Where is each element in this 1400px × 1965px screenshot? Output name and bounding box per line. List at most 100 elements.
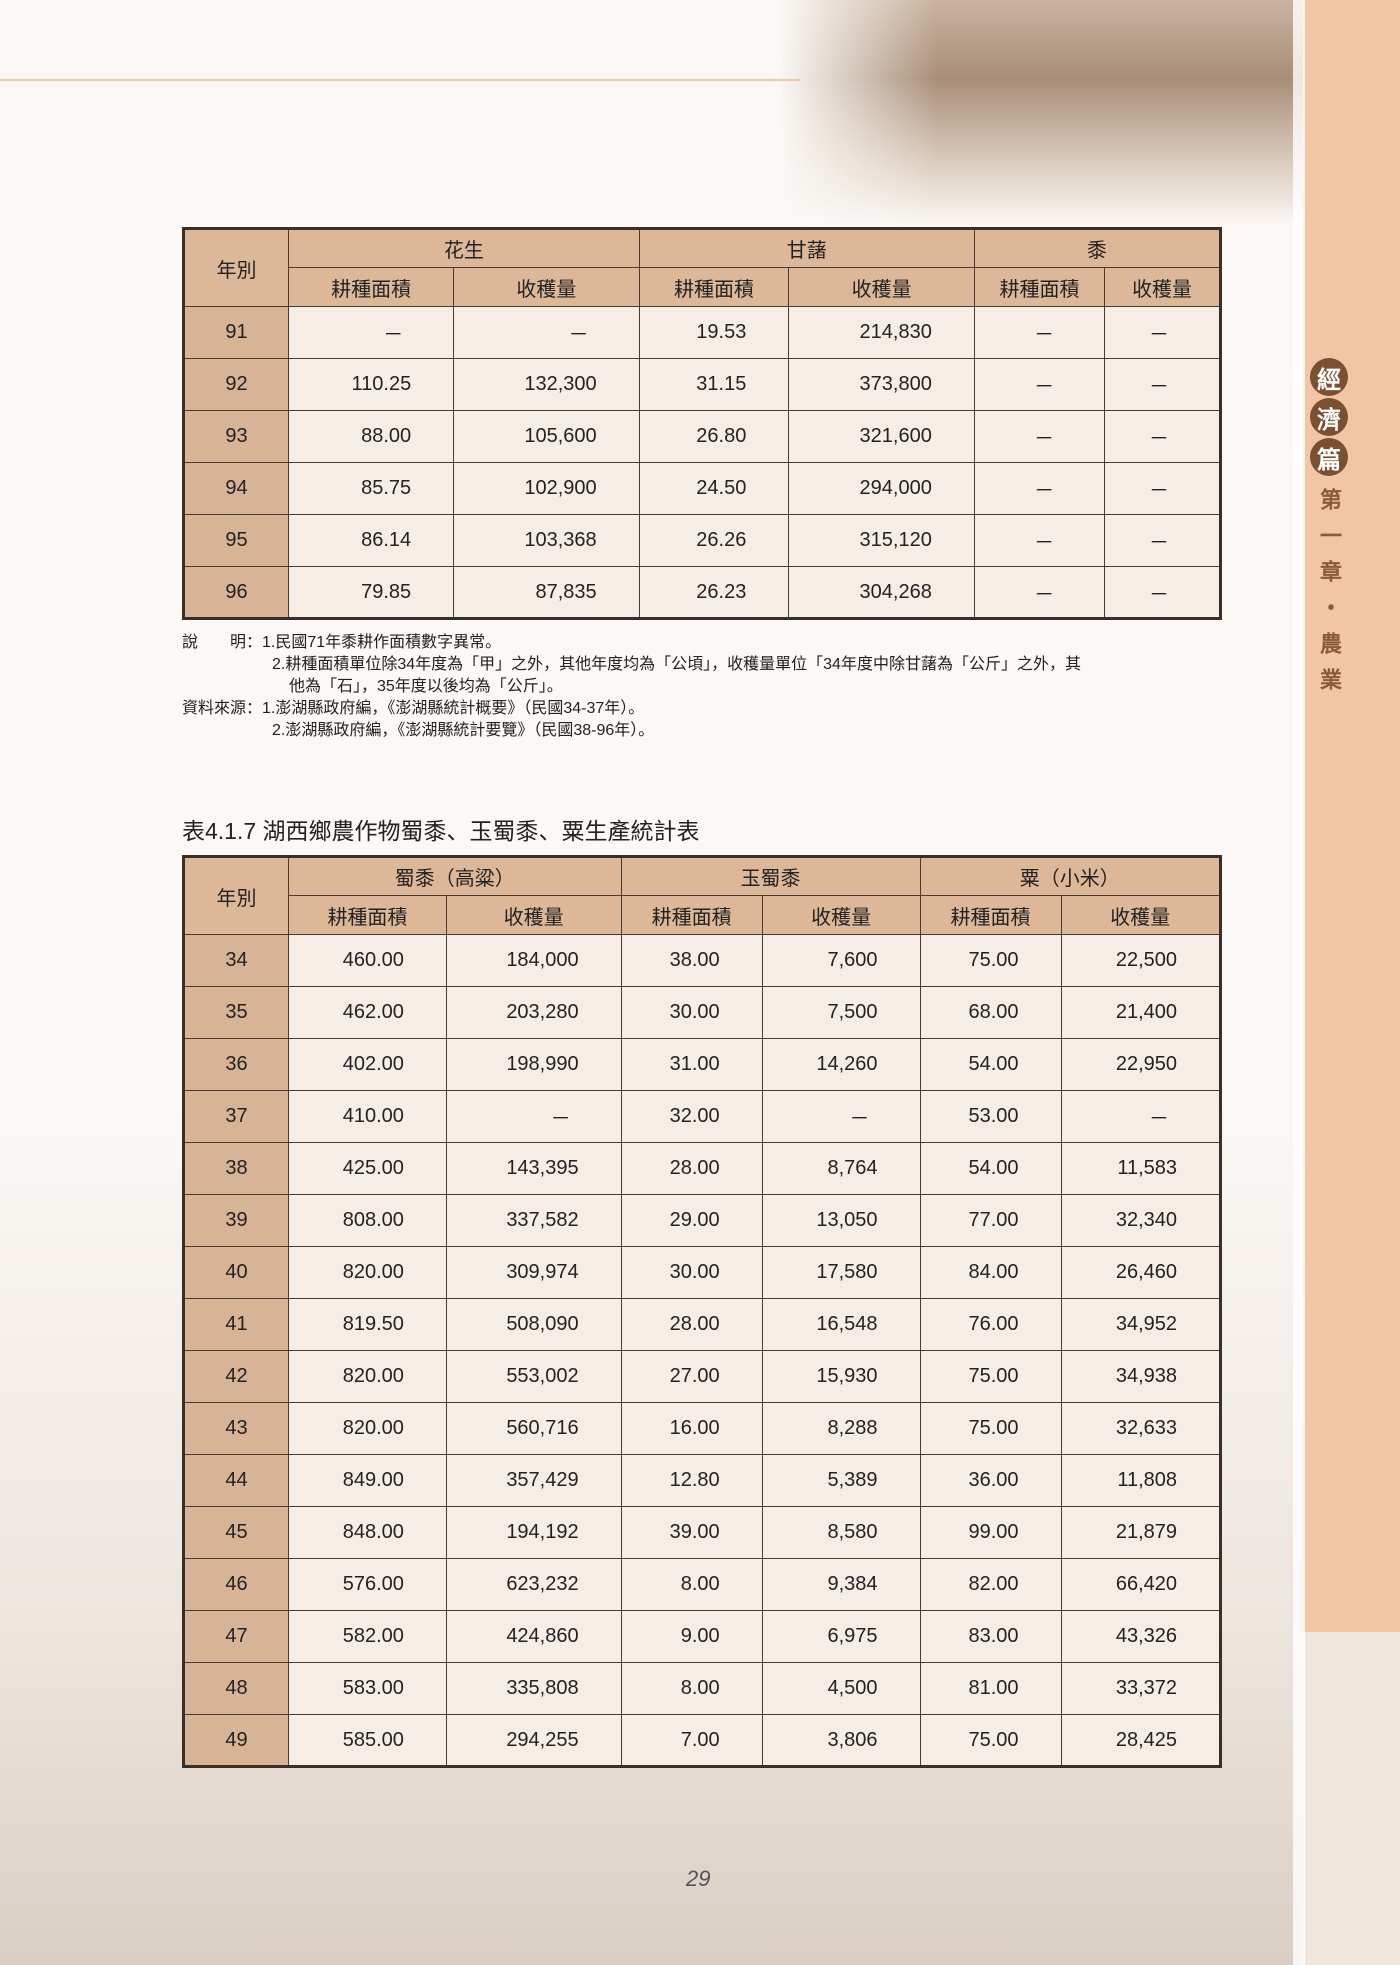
table-row: 39 808.00 337,582 29.00 13,050 77.00 32,340 (183, 1194, 1222, 1247)
year-header: 年別 (183, 856, 289, 935)
value-cell: 337,582 (445, 1194, 622, 1247)
value-cell: 194,192 (445, 1506, 622, 1559)
value-cell: 43,326 (1060, 1610, 1222, 1663)
column-header: 耕種面積 (973, 267, 1106, 307)
chapter-sidebar (1303, 0, 1400, 1965)
value-cell: 8,764 (761, 1142, 921, 1195)
value-cell: 32,340 (1060, 1194, 1222, 1247)
value-cell: 203,280 (445, 986, 622, 1039)
value-cell: － (973, 462, 1106, 515)
value-cell: 68.00 (919, 986, 1062, 1039)
value-cell: 8,580 (761, 1506, 921, 1559)
table-row: 43 820.00 560,716 16.00 8,288 75.00 32,633 (183, 1402, 1222, 1455)
value-cell: 357,429 (445, 1454, 622, 1507)
value-cell: 84.00 (919, 1246, 1062, 1299)
value-cell: 77.00 (919, 1194, 1062, 1247)
value-cell: 132,300 (453, 358, 640, 411)
value-cell: － (973, 410, 1106, 463)
year-cell: 93 (183, 410, 289, 463)
value-cell: 82.00 (919, 1558, 1062, 1611)
value-cell: 30.00 (620, 986, 763, 1039)
value-cell: 553,002 (445, 1350, 622, 1403)
value-cell: 76.00 (919, 1298, 1062, 1351)
table-row: 44 849.00 357,429 12.80 5,389 36.00 11,808 (183, 1454, 1222, 1507)
value-cell: 819.50 (288, 1298, 447, 1351)
subheader-row: 耕種面積 收穫量 耕種面積 收穫量 耕種面積 收穫量 (184, 267, 1221, 307)
year-cell: 43 (183, 1402, 289, 1455)
crop-group-header: 甘藷 (638, 228, 975, 268)
value-cell: 36.00 (919, 1454, 1062, 1507)
crop-group-header: 黍 (973, 228, 1222, 268)
year-cell: 38 (183, 1142, 289, 1195)
value-cell: 26.26 (638, 514, 790, 567)
year-cell: 35 (183, 986, 289, 1039)
value-cell: 6,975 (761, 1610, 921, 1663)
table-row: 96 79.85 87,835 26.23 304,268 －－ (183, 566, 1221, 619)
header-row: 年別 蜀黍（高粱） 玉蜀黍 粟（小米） (183, 856, 1222, 935)
value-cell: 87,835 (453, 566, 640, 619)
source-line: 2.澎湖縣政府編，《澎湖縣統計要覽》（民國38-96年）。 (272, 722, 655, 739)
value-cell: 26.23 (638, 566, 790, 619)
value-cell: 294,255 (445, 1714, 622, 1767)
value-cell: 31.00 (620, 1038, 763, 1091)
table-row: 91 －－ 19.53 214,830 －－ (183, 306, 1221, 359)
value-cell: － (1104, 306, 1221, 359)
column-header: 收穫量 (1104, 267, 1221, 307)
table-row: 47 582.00 424,860 9.00 6,975 83.00 43,326 (183, 1610, 1222, 1663)
value-cell: 26,460 (1060, 1246, 1222, 1299)
value-cell: 83.00 (919, 1610, 1062, 1663)
value-cell: 583.00 (288, 1662, 447, 1715)
value-cell: 9.00 (620, 1610, 763, 1663)
table-row: 37 410.00 － 32.00 － 53.00 － (183, 1090, 1222, 1143)
value-cell: － (1060, 1090, 1222, 1143)
value-cell: 321,600 (788, 410, 975, 463)
value-cell: 848.00 (288, 1506, 447, 1559)
column-header: 耕種面積 (288, 895, 447, 935)
crop-group-header: 蜀黍（高粱） (288, 856, 622, 896)
table-notes: 說 明：1.民國71年黍耕作面積數字異常。 2.耕種面積單位除34年度為「甲」之… (182, 632, 1242, 742)
table-row: 34 460.00 184,000 38.00 7,600 75.00 22,500 (183, 934, 1222, 987)
value-cell: 214,830 (788, 306, 975, 359)
table-row: 36 402.00 198,990 31.00 14,260 54.00 22,950 (183, 1038, 1222, 1091)
value-cell: 198,990 (445, 1038, 622, 1091)
value-cell: 21,879 (1060, 1506, 1222, 1559)
value-cell: 16.00 (620, 1402, 763, 1455)
table-row: 40 820.00 309,974 30.00 17,580 84.00 26,460 (183, 1246, 1222, 1299)
value-cell: 585.00 (288, 1714, 447, 1767)
year-cell: 42 (183, 1350, 289, 1403)
value-cell: 31.15 (638, 358, 790, 411)
year-cell: 49 (183, 1714, 289, 1767)
year-cell: 48 (183, 1662, 289, 1715)
value-cell: 32,633 (1060, 1402, 1222, 1455)
value-cell: 410.00 (288, 1090, 447, 1143)
table-row: 93 88.00 105,600 26.80 321,600 －－ (183, 410, 1221, 463)
value-cell: 32.00 (620, 1090, 763, 1143)
value-cell: 508,090 (445, 1298, 622, 1351)
value-cell: 8.00 (620, 1558, 763, 1611)
table-row: 94 85.75 102,900 24.50 294,000 －－ (183, 462, 1221, 515)
year-cell: 44 (183, 1454, 289, 1507)
value-cell: 38.00 (620, 934, 763, 987)
value-cell: 8.00 (620, 1662, 763, 1715)
value-cell: － (1104, 462, 1221, 515)
value-cell: － (973, 514, 1106, 567)
section-char: 濟 (1310, 398, 1348, 436)
value-cell: 28,425 (1060, 1714, 1222, 1767)
value-cell: 304,268 (788, 566, 975, 619)
value-cell: 27.00 (620, 1350, 763, 1403)
value-cell: 560,716 (445, 1402, 622, 1455)
year-cell: 46 (183, 1558, 289, 1611)
value-cell: － (453, 306, 640, 359)
value-cell: 19.53 (638, 306, 790, 359)
value-cell: － (973, 566, 1106, 619)
value-cell: 12.80 (620, 1454, 763, 1507)
column-header: 收穫量 (445, 895, 622, 935)
value-cell: 75.00 (919, 1714, 1062, 1767)
value-cell: 335,808 (445, 1662, 622, 1715)
value-cell: 820.00 (288, 1246, 447, 1299)
value-cell: 29.00 (620, 1194, 763, 1247)
value-cell: 5,389 (761, 1454, 921, 1507)
value-cell: 54.00 (919, 1038, 1062, 1091)
value-cell: 576.00 (288, 1558, 447, 1611)
value-cell: 623,232 (445, 1558, 622, 1611)
